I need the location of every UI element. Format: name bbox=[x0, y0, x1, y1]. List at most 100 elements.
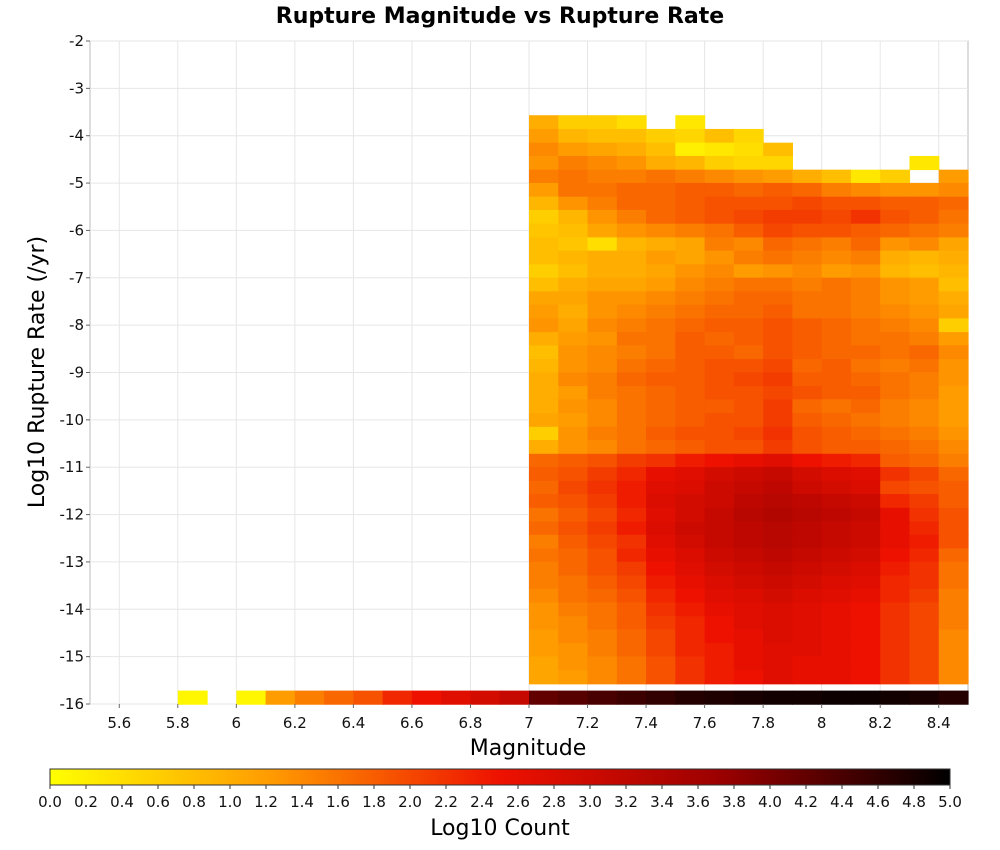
heatmap-cell bbox=[675, 182, 706, 198]
heatmap-cell bbox=[499, 690, 530, 705]
heatmap-cell bbox=[675, 616, 706, 631]
heatmap-cell bbox=[587, 332, 618, 347]
heatmap-cell bbox=[587, 196, 618, 211]
heatmap-cell bbox=[792, 196, 823, 211]
heatmap-cell bbox=[880, 656, 911, 671]
heatmap-cell bbox=[880, 169, 911, 184]
heatmap-cell bbox=[529, 209, 559, 225]
heatmap-cell bbox=[909, 359, 940, 374]
heatmap-cell bbox=[850, 359, 881, 374]
heatmap-cell bbox=[558, 372, 589, 387]
heatmap-cell bbox=[558, 332, 589, 347]
heatmap-cell bbox=[909, 602, 940, 617]
heatmap-cell bbox=[587, 169, 618, 184]
heatmap-cell bbox=[792, 386, 823, 401]
heatmap-cell bbox=[850, 507, 881, 522]
heatmap-cell bbox=[938, 182, 969, 198]
heatmap-cell bbox=[792, 399, 823, 414]
heatmap-cell bbox=[763, 453, 793, 468]
y-tick-label: -8 bbox=[69, 316, 84, 334]
colorbar bbox=[49, 768, 951, 786]
heatmap-cell bbox=[733, 345, 764, 360]
x-tick-label: 6.8 bbox=[459, 714, 483, 732]
heatmap-cell bbox=[821, 318, 852, 333]
x-tick-label: 7.4 bbox=[634, 714, 658, 732]
heatmap-cell bbox=[733, 616, 764, 631]
heatmap-cell bbox=[529, 575, 559, 590]
heatmap-cell bbox=[821, 507, 852, 522]
heatmap-cell bbox=[558, 575, 589, 590]
heatmap-cell bbox=[821, 602, 852, 617]
heatmap-cell bbox=[792, 372, 823, 387]
heatmap-cell bbox=[733, 690, 764, 705]
heatmap-cell bbox=[587, 115, 618, 130]
heatmap-cell bbox=[880, 643, 911, 658]
heatmap-cell bbox=[704, 643, 735, 658]
heatmap-cell bbox=[938, 386, 969, 401]
heatmap-cell bbox=[616, 480, 647, 495]
heatmap-cell bbox=[938, 643, 969, 658]
heatmap-cell bbox=[646, 548, 676, 563]
heatmap-cell bbox=[646, 386, 676, 401]
heatmap-cell bbox=[909, 250, 940, 265]
heatmap-cell bbox=[675, 561, 706, 576]
heatmap-cell bbox=[850, 670, 881, 685]
heatmap-cell bbox=[850, 453, 881, 468]
heatmap-cell bbox=[733, 670, 764, 685]
heatmap-cell bbox=[909, 440, 940, 455]
heatmap-cell bbox=[529, 196, 559, 211]
heatmap-cell bbox=[821, 196, 852, 211]
heatmap-cell bbox=[850, 534, 881, 549]
heatmap-cell bbox=[587, 602, 618, 617]
heatmap-cell bbox=[558, 264, 589, 279]
heatmap-cell bbox=[763, 656, 793, 671]
heatmap-cell bbox=[529, 629, 559, 644]
colorbar-tick-label: 0.4 bbox=[110, 793, 134, 811]
heatmap-cell bbox=[792, 643, 823, 658]
heatmap-cell bbox=[704, 196, 735, 211]
heatmap-cell bbox=[558, 413, 589, 428]
heatmap-cell bbox=[675, 480, 706, 495]
heatmap-cell bbox=[587, 548, 618, 563]
heatmap-cell bbox=[850, 196, 881, 211]
heatmap-cell bbox=[880, 345, 911, 360]
y-tick-label: -6 bbox=[69, 221, 84, 239]
heatmap-cell bbox=[704, 534, 735, 549]
heatmap-cell bbox=[821, 291, 852, 306]
heatmap-cell bbox=[704, 318, 735, 333]
heatmap-cell bbox=[909, 196, 940, 211]
heatmap-cell bbox=[587, 480, 618, 495]
colorbar-ticks: 0.0 0.2 0.4 0.6 0.8 1.0 1.2 1.4 1.6 1.8 2.0 2.2 2.4 2… bbox=[38, 785, 962, 811]
heatmap-cell bbox=[616, 196, 647, 211]
heatmap-cell bbox=[704, 359, 735, 374]
colorbar-tick-label: 4.2 bbox=[794, 793, 818, 811]
heatmap-cell bbox=[880, 182, 911, 198]
heatmap-cell bbox=[675, 345, 706, 360]
heatmap-cell bbox=[616, 656, 647, 671]
heatmap-cell bbox=[763, 304, 793, 319]
heatmap-cell bbox=[763, 575, 793, 590]
heatmap-cell bbox=[675, 386, 706, 401]
heatmap-cell bbox=[675, 413, 706, 428]
heatmap-cell bbox=[675, 426, 706, 441]
heatmap-cell bbox=[558, 602, 589, 617]
y-tick-label: -7 bbox=[69, 269, 84, 287]
heatmap-cell bbox=[792, 616, 823, 631]
y-tick-label: -16 bbox=[60, 695, 85, 713]
heatmap-cell bbox=[763, 386, 793, 401]
colorbar-tick-label: 2.0 bbox=[398, 793, 422, 811]
heatmap-cell bbox=[616, 494, 647, 509]
x-tick-label: 5.6 bbox=[107, 714, 131, 732]
heatmap-cell bbox=[616, 372, 647, 387]
heatmap-cell bbox=[733, 602, 764, 617]
heatmap-cell bbox=[616, 128, 647, 144]
heatmap-cell bbox=[792, 359, 823, 374]
heatmap-cell bbox=[646, 507, 676, 522]
heatmap-cell bbox=[733, 142, 764, 157]
y-axis-ticks: -2 -3 -4 -5 -6 -7 -8 -9 -10 -11 -12 -13 -14 -15 -16 bbox=[60, 32, 90, 713]
heatmap-cell bbox=[821, 372, 852, 387]
heatmap-cell bbox=[529, 670, 559, 685]
heatmap-cell bbox=[733, 467, 764, 482]
heatmap-cell bbox=[909, 372, 940, 387]
heatmap-cell bbox=[792, 209, 823, 225]
